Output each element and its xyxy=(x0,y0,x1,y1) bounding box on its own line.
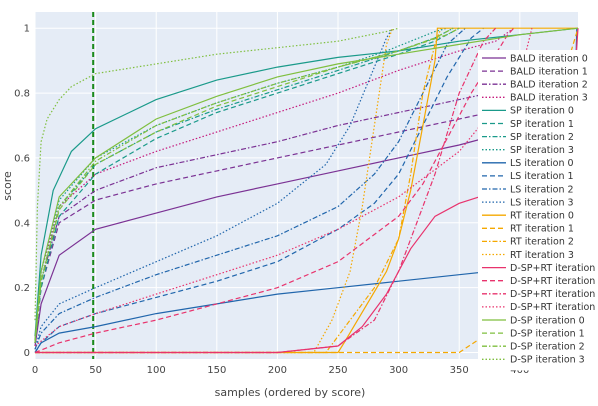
legend-label: LS iteration 1 xyxy=(510,171,574,182)
legend-label: LS iteration 3 xyxy=(510,197,574,208)
y-tick-label: 0.2 xyxy=(14,283,30,294)
legend-label: BALD iteration 2 xyxy=(510,80,588,91)
legend: BALD iteration 0 BALD iteration 1 BALD ite… xyxy=(478,50,598,371)
legend-label: RT iteration 3 xyxy=(510,250,574,261)
series-line-3 xyxy=(34,27,515,343)
series-line-7 xyxy=(34,27,448,340)
series-line-1 xyxy=(34,92,579,343)
y-tick-label: 0.8 xyxy=(14,89,30,100)
x-tick-label: 250 xyxy=(328,365,347,376)
legend-label: D-SP iteration 0 xyxy=(510,315,585,326)
legend-label: RT iteration 1 xyxy=(510,224,574,235)
x-axis-title: samples (ordered by score) xyxy=(215,386,366,399)
legend-label: BALD iteration 3 xyxy=(510,93,588,104)
legend-label: SP iteration 1 xyxy=(510,119,574,130)
legend-label: D-SP iteration 1 xyxy=(510,328,585,339)
legend-label: SP iteration 2 xyxy=(510,132,574,143)
series-lines xyxy=(34,27,579,354)
x-tick-label: 350 xyxy=(450,365,469,376)
series-line-23 xyxy=(34,27,399,321)
legend-label: BALD iteration 1 xyxy=(510,66,588,77)
x-tick-label: 150 xyxy=(207,365,226,376)
series-line-0 xyxy=(34,118,579,347)
legend-label: RT iteration 0 xyxy=(510,211,574,222)
x-tick-label: 200 xyxy=(268,365,287,376)
series-line-17 xyxy=(34,27,515,354)
series-line-4 xyxy=(34,27,579,337)
legend-label: LS iteration 0 xyxy=(510,158,574,169)
legend-box xyxy=(478,50,578,371)
y-tick-labels: 0 0.2 0.4 0.6 0.8 1 xyxy=(14,24,30,359)
x-tick-label: 100 xyxy=(147,365,166,376)
legend-label: BALD iteration 0 xyxy=(510,53,588,64)
y-tick-label: 0.4 xyxy=(14,218,30,229)
series-line-21 xyxy=(34,27,454,343)
legend-label: D-SP iteration 2 xyxy=(510,342,585,353)
legend-label: SP iteration 0 xyxy=(510,106,574,117)
legend-label: D-SP iteration 3 xyxy=(510,355,585,366)
y-tick-label: 0.6 xyxy=(14,153,30,164)
series-line-11 xyxy=(34,27,394,350)
x-tick-label: 400 xyxy=(510,365,529,376)
legend-label: D-SP+RT iteration 1 xyxy=(510,276,598,287)
series-line-20 xyxy=(34,27,579,340)
series-line-5 xyxy=(34,27,460,343)
series-line-19 xyxy=(34,28,533,347)
x-tick-labels: 0 50 100 150 200 250 300 350 400 xyxy=(32,365,530,376)
legend-label: D-SP+RT iteration 3 xyxy=(510,302,598,313)
y-tick-label: 0 xyxy=(24,348,30,359)
legend-label: SP iteration 3 xyxy=(510,145,574,156)
legend-label: LS iteration 2 xyxy=(510,184,574,195)
series-line-15 xyxy=(35,27,394,354)
legend-label: D-SP+RT iteration 0 xyxy=(510,263,598,274)
y-tick-label: 1 xyxy=(24,24,30,35)
legend-label: RT iteration 2 xyxy=(510,237,574,248)
series-line-13 xyxy=(35,28,579,354)
y-axis-title: score xyxy=(1,171,14,201)
series-line-9 xyxy=(34,27,484,353)
series-line-18 xyxy=(35,27,497,354)
legend-label: D-SP+RT iteration 2 xyxy=(510,289,598,300)
x-tick-label: 300 xyxy=(389,365,408,376)
x-tick-label: 0 xyxy=(32,365,38,376)
series-line-22 xyxy=(34,27,460,343)
x-tick-label: 50 xyxy=(89,365,102,376)
